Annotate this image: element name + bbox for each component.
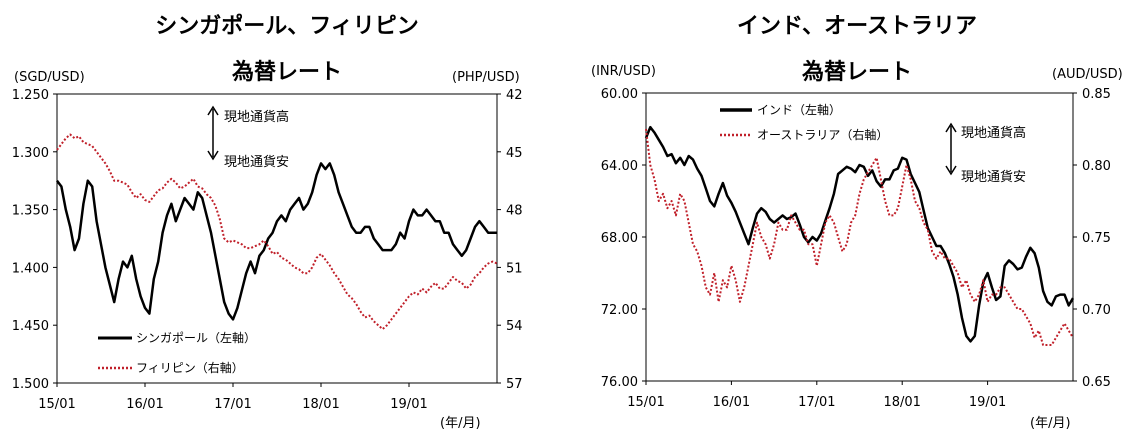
chart-inr-aud: インド、オーストラリア 為替レート (INR/USD) (AUD/USD) 60…: [591, 14, 1123, 431]
left-axis-unit: (INR/USD): [591, 64, 656, 79]
x-axis-unit: (年/月): [1030, 416, 1071, 431]
plot-area-border: [56, 93, 498, 384]
right-tick-label: 0.85: [1082, 87, 1111, 102]
left-tick-label: 1.350: [12, 204, 49, 219]
left-tick-label: 1.300: [12, 146, 49, 161]
legend-label-india: インド（左軸）: [757, 102, 841, 117]
x-axis-unit: (年/月): [440, 416, 481, 431]
x-tick-label: 19/01: [390, 397, 427, 412]
right-tick-label: 0.75: [1082, 231, 1111, 246]
series-line-0: [56, 162, 497, 321]
series-line-1: [56, 133, 498, 331]
right-tick-label: 42: [506, 88, 523, 103]
x-tick-label: 19/01: [969, 395, 1006, 410]
chart-title: シンガポール、フィリピン: [155, 13, 419, 39]
annotation-currency-down: 現地通貨安: [224, 154, 289, 170]
annotation-currency-up: 現地通貨高: [224, 109, 289, 125]
right-tick-label: 54: [506, 319, 523, 334]
left-tick-label: 76.00: [601, 375, 638, 390]
left-tick-label: 1.450: [12, 319, 49, 334]
right-tick-label: 0.65: [1082, 375, 1111, 390]
series-line-0: [644, 125, 1075, 343]
direction-arrow-icon: [207, 105, 219, 161]
annotation-currency-down: 現地通貨安: [961, 169, 1026, 185]
x-tick-label: 16/01: [126, 397, 163, 412]
x-tick-label: 15/01: [627, 395, 664, 410]
legend-label-philippines: フィリピン（右軸）: [136, 360, 244, 375]
right-axis-unit: (AUD/USD): [1052, 67, 1123, 82]
left-tick-label: 1.250: [12, 88, 49, 103]
right-tick-label: 45: [506, 146, 523, 161]
direction-arrow-icon: [945, 122, 957, 176]
right-tick-label: 0.70: [1082, 303, 1111, 318]
x-tick-label: 17/01: [214, 397, 251, 412]
right-tick-label: 0.80: [1082, 159, 1111, 174]
left-tick-label: 1.500: [12, 377, 49, 392]
right-tick-label: 48: [506, 204, 523, 219]
chart-subtitle: 為替レート: [232, 59, 342, 85]
legend-label-australia: オーストラリア（右軸）: [757, 127, 888, 142]
legend: シンガポール（左軸） フィリピン（右軸）: [98, 330, 256, 375]
annotation-currency-up: 現地通貨高: [961, 125, 1026, 141]
left-tick-label: 64.00: [601, 159, 638, 174]
legend: インド（左軸） オーストラリア（右軸）: [720, 102, 888, 142]
left-tick-label: 72.00: [601, 303, 638, 318]
left-axis-unit: (SGD/USD): [14, 70, 85, 85]
left-tick-label: 60.00: [601, 87, 638, 102]
legend-label-singapore: シンガポール（左軸）: [136, 330, 256, 345]
x-tick-label: 17/01: [798, 395, 835, 410]
left-tick-label: 1.400: [12, 261, 49, 276]
chart-subtitle: 為替レート: [802, 59, 912, 85]
right-tick-label: 51: [506, 261, 523, 276]
right-axis-unit: (PHP/USD): [452, 70, 520, 85]
x-tick-label: 15/01: [38, 397, 75, 412]
x-tick-label: 16/01: [713, 395, 750, 410]
x-tick-label: 18/01: [302, 397, 339, 412]
chart-sgd-php: シンガポール、フィリピン 為替レート (SGD/USD) (PHP/USD) 1…: [12, 13, 523, 431]
chart-title: インド、オーストラリア: [737, 14, 977, 39]
left-tick-label: 68.00: [601, 231, 638, 246]
right-tick-label: 57: [506, 377, 523, 392]
series-line-1: [645, 128, 1074, 346]
x-tick-label: 18/01: [883, 395, 920, 410]
